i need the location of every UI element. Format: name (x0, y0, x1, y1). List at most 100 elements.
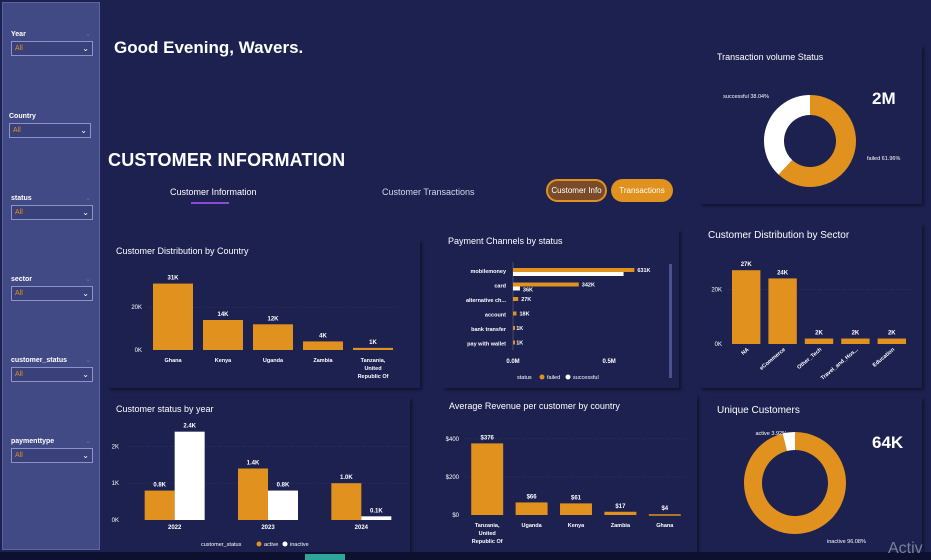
chevron-down-icon[interactable]: ⌄ (85, 276, 91, 283)
legend-swatch (282, 541, 288, 547)
bar (253, 324, 293, 350)
paymenttype-dropdown[interactable]: All ⌄ (11, 448, 93, 463)
x-tick-label: Ghana (164, 358, 182, 364)
dropdown-arrow-icon: ⌄ (82, 451, 89, 460)
data-label: 4K (319, 333, 327, 339)
bar (303, 341, 343, 350)
sector-dropdown[interactable]: All ⌄ (11, 286, 93, 301)
bar (515, 502, 548, 515)
y-tick-label: bank transfer (471, 327, 507, 333)
x-tick-label: Other_Tech (796, 347, 823, 371)
data-label: 1K (369, 340, 377, 346)
chevron-down-icon[interactable]: ⌄ (85, 195, 91, 202)
data-label: 0.8K (153, 483, 166, 489)
data-label: 2.4K (183, 424, 196, 430)
active-tab-indicator (191, 202, 229, 204)
bar (604, 511, 637, 515)
slice-label: successful 38.04% (723, 94, 769, 100)
status-by-year-card: Customer status by year 0K 1K 2K 0.8K 2.4K 20… (108, 398, 410, 552)
card-title: Customer Distribution by Country (116, 246, 249, 256)
data-label: 12K (267, 316, 279, 322)
bar-chart: 0K 20K 31K Ghana 14K Kenya 12K Uganda 4K Zambia 1K… (131, 276, 398, 380)
country-distribution-card: Customer Distribution by Country 0K 20K 31… (108, 240, 420, 388)
legend-title: customer_status (201, 542, 242, 548)
y-tick-label: 20K (131, 305, 142, 311)
x-tick-label: Uganda (263, 358, 284, 364)
x-tick-label: United (479, 531, 496, 537)
x-tick-label: Tanzania, (475, 523, 500, 529)
legend-swatch (539, 374, 545, 380)
data-label: $376 (481, 435, 495, 441)
year-dropdown[interactable]: All ⌄ (11, 41, 93, 56)
donut-chart: inactive 96.08% active 3.92% (744, 431, 866, 545)
filter-label: paymenttype (11, 438, 55, 445)
data-label: 27K (741, 262, 753, 268)
data-label: 24K (777, 270, 789, 276)
bar (768, 278, 797, 344)
unique-customers-card: Unique Customers 64K inactive 96.08% acti… (707, 398, 922, 552)
taskbar (0, 552, 931, 560)
bar-inactive (268, 490, 298, 520)
data-label: 2K (852, 331, 860, 337)
data-label: 631K (637, 268, 650, 274)
filter-label: status (11, 195, 32, 202)
x-tick-label: Travel_and_Hos... (820, 347, 860, 382)
card-title: Transaction volume Status (717, 52, 824, 62)
bar-chart: $0 $200 $400 $376 Tanzania, United Republic Of… (446, 435, 687, 545)
transactions-button[interactable]: Transactions (611, 179, 673, 202)
page-title: CUSTOMER INFORMATION (108, 150, 346, 170)
bar-successful (513, 286, 520, 291)
y-tick-label: card (494, 284, 506, 290)
customer-status-dropdown[interactable]: All ⌄ (11, 367, 93, 382)
country-dropdown[interactable]: All ⌄ (9, 123, 91, 138)
card-title: Payment Channels by status (448, 236, 563, 246)
x-tick-label: Zambia (611, 523, 631, 529)
bar-failed (513, 297, 519, 301)
bar-successful (513, 272, 624, 276)
x-tick-label: Republic Of (472, 539, 503, 545)
bar-failed (513, 311, 517, 316)
x-tick-label: 2022 (168, 525, 182, 531)
x-tick-label: 0.5M (602, 359, 615, 365)
chevron-down-icon[interactable]: ⌄ (85, 357, 91, 364)
filter-year: Year ⌄ All ⌄ (11, 31, 93, 56)
bar (471, 443, 504, 515)
filter-value: All (15, 452, 23, 459)
y-tick-label: $400 (446, 437, 460, 443)
x-tick-label: Uganda (522, 523, 543, 529)
bar (841, 338, 870, 344)
donut-slice-inactive (744, 432, 846, 534)
tab-customer-transactions[interactable]: Customer Transactions (382, 187, 475, 197)
avg-revenue-card: Average Revenue per customer by country … (435, 395, 697, 552)
filter-paymenttype: paymenttype ⌄ All ⌄ (11, 438, 93, 463)
y-tick-label: 0K (715, 342, 722, 348)
status-dropdown[interactable]: All ⌄ (11, 205, 93, 220)
transaction-volume-card: Transaction volume Status 2M failed 61.9… (700, 46, 922, 204)
card-title: Average Revenue per customer by country (449, 401, 620, 411)
y-tick-label: $200 (446, 475, 460, 481)
legend-swatch (256, 541, 262, 547)
tab-customer-information[interactable]: Customer Information (170, 187, 257, 197)
chevron-down-icon[interactable]: ⌄ (85, 31, 91, 38)
bar (732, 270, 761, 344)
filter-customer-status: customer_status ⌄ All ⌄ (11, 357, 93, 382)
data-label: 1K (516, 341, 523, 347)
data-label: 0.8K (277, 483, 290, 489)
legend-item: failed (547, 375, 560, 381)
y-tick-label: 1K (112, 481, 119, 487)
filter-label: Country (9, 113, 36, 120)
data-label: 2K (815, 331, 823, 337)
filter-value: All (15, 45, 23, 52)
chevron-down-icon[interactable]: ⌄ (85, 438, 91, 445)
legend-swatch (565, 374, 571, 380)
data-label: 14K (217, 312, 229, 318)
y-tick-label: 20K (711, 287, 722, 293)
customer-info-button[interactable]: Customer Info (546, 179, 607, 202)
dropdown-arrow-icon: ⌄ (82, 370, 89, 379)
donut-slice-failed (778, 95, 856, 187)
data-label: $17 (615, 504, 626, 510)
x-tick-label: Education (872, 347, 897, 369)
sector-distribution-card: Customer Distribution by Sector 0K 20K 27K… (700, 224, 922, 388)
bar-failed (513, 340, 515, 345)
filter-status: status ⌄ All ⌄ (11, 195, 93, 220)
